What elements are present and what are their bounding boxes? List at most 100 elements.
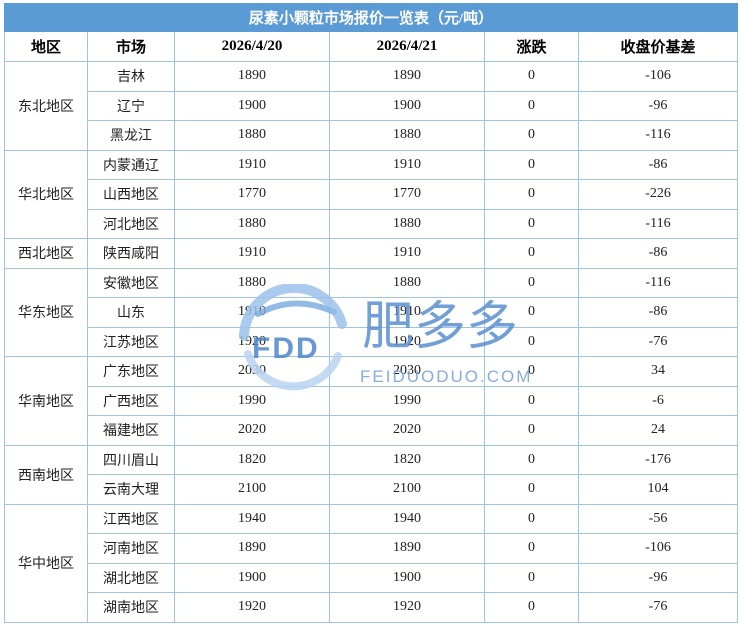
basis-cell: -106 [577, 533, 739, 564]
table-row: 华北地区 内蒙通辽 1910 1910 0 -86 [4, 149, 739, 239]
basis-cell: -116 [577, 208, 739, 239]
price-date-1-cell: 1900 [174, 562, 330, 593]
market-cell: 江苏地区 [87, 326, 175, 357]
basis-cell: 24 [577, 415, 739, 446]
basis-cell: -76 [577, 326, 739, 357]
change-cell: 0 [484, 297, 579, 328]
price-date-1-cell: 2030 [174, 356, 330, 387]
price-date-1-cell: 1880 [174, 267, 330, 298]
basis-cell: -106 [577, 61, 739, 92]
price-date-2-cell: 1940 [329, 503, 485, 534]
market-cell: 云南大理 [87, 474, 175, 505]
price-date-1-cell: 1910 [174, 238, 330, 269]
price-date-2-cell: 1910 [329, 297, 485, 328]
table-row: 湖南地区 1920 1920 0 -76 [5, 592, 739, 623]
table-title-row: 尿素小颗粒市场报价一览表（元/吨） [3, 3, 739, 32]
change-cell: 0 [484, 120, 579, 151]
basis-cell: -116 [577, 267, 739, 298]
change-cell: 0 [484, 149, 579, 180]
price-date-1-cell: 1910 [174, 149, 330, 180]
price-date-2-cell: 1820 [329, 444, 485, 475]
basis-cell: -86 [577, 297, 739, 328]
price-date-1-cell: 1890 [174, 533, 330, 564]
header-basis: 收盘价基差 [577, 31, 739, 62]
market-cell: 河北地区 [87, 208, 175, 239]
change-cell: 0 [484, 415, 579, 446]
table-row: 山东 1910 1910 0 -86 [5, 297, 739, 328]
price-date-2-cell: 1920 [329, 592, 485, 623]
table-row: 福建地区 2020 2020 0 24 [5, 415, 739, 446]
price-date-2-cell: 1920 [329, 326, 485, 357]
price-date-2-cell: 1890 [329, 61, 485, 92]
change-cell: 0 [484, 385, 579, 416]
basis-cell: 34 [577, 356, 739, 387]
market-cell: 湖北地区 [87, 562, 175, 593]
market-cell: 黑龙江 [87, 120, 175, 151]
price-date-2-cell: 1880 [329, 120, 485, 151]
basis-cell: -6 [577, 385, 739, 416]
region-cell: 华北地区 [4, 149, 88, 239]
price-date-1-cell: 1770 [174, 179, 330, 210]
change-cell: 0 [484, 208, 579, 239]
change-cell: 0 [484, 356, 579, 387]
change-cell: 0 [484, 267, 579, 298]
price-table: 尿素小颗粒市场报价一览表（元/吨） 地区 市场 2026/4/20 2026/4… [3, 3, 739, 623]
change-cell: 0 [484, 592, 579, 623]
basis-cell: 104 [577, 474, 739, 505]
price-date-1-cell: 1900 [174, 90, 330, 121]
market-cell: 山东 [87, 297, 175, 328]
basis-cell: -86 [577, 149, 739, 180]
change-cell: 0 [484, 90, 579, 121]
change-cell: 0 [484, 533, 579, 564]
price-date-2-cell: 1910 [329, 149, 485, 180]
region-cell: 华中地区 [4, 503, 88, 623]
market-cell: 河南地区 [87, 533, 175, 564]
table-row: 华南地区 广东地区 2030 2030 0 34 [4, 356, 739, 446]
price-date-2-cell: 1880 [329, 267, 485, 298]
region-cell: 华南地区 [4, 356, 88, 446]
change-cell: 0 [484, 61, 579, 92]
price-date-1-cell: 1990 [174, 385, 330, 416]
price-date-2-cell: 2030 [329, 356, 485, 387]
change-cell: 0 [484, 474, 579, 505]
header-date-2: 2026/4/21 [329, 31, 485, 62]
price-date-2-cell: 1990 [329, 385, 485, 416]
table-row: 华东地区 安徽地区 1880 1880 0 -116 [4, 267, 739, 357]
market-cell: 湖南地区 [87, 592, 175, 623]
price-date-2-cell: 1910 [329, 238, 485, 269]
price-date-2-cell: 1880 [329, 208, 485, 239]
header-date-1: 2026/4/20 [174, 31, 330, 62]
market-cell: 江西地区 [87, 503, 175, 534]
table-row: 江苏地区 1920 1920 0 -76 [5, 326, 739, 357]
market-cell: 广西地区 [87, 385, 175, 416]
basis-cell: -176 [577, 444, 739, 475]
table-row: 东北地区 吉林 1890 1890 0 -106 [4, 61, 739, 151]
table-header-row: 地区 市场 2026/4/20 2026/4/21 涨跌 收盘价基差 [4, 31, 739, 62]
market-cell: 安徽地区 [87, 267, 175, 298]
price-date-1-cell: 1920 [174, 592, 330, 623]
region-cell: 东北地区 [4, 61, 88, 151]
basis-cell: -116 [577, 120, 739, 151]
region-cell: 华东地区 [4, 267, 88, 357]
change-cell: 0 [484, 326, 579, 357]
price-date-1-cell: 1880 [174, 208, 330, 239]
price-date-2-cell: 1900 [329, 562, 485, 593]
table-row: 云南大理 2100 2100 0 104 [5, 474, 739, 505]
table-row: 河南地区 1890 1890 0 -106 [5, 533, 739, 564]
market-cell: 内蒙通辽 [87, 149, 175, 180]
price-date-1-cell: 1890 [174, 61, 330, 92]
table-row: 辽宁 1900 1900 0 -96 [5, 90, 739, 121]
header-region: 地区 [4, 31, 88, 62]
table-row: 广西地区 1990 1990 0 -6 [5, 385, 739, 416]
price-date-2-cell: 1770 [329, 179, 485, 210]
market-cell: 陕西咸阳 [87, 238, 175, 269]
market-cell: 广东地区 [87, 356, 175, 387]
price-date-2-cell: 1890 [329, 533, 485, 564]
price-date-1-cell: 1880 [174, 120, 330, 151]
table-row: 湖北地区 1900 1900 0 -96 [5, 562, 739, 593]
basis-cell: -226 [577, 179, 739, 210]
basis-cell: -76 [577, 592, 739, 623]
basis-cell: -56 [577, 503, 739, 534]
price-date-2-cell: 2020 [329, 415, 485, 446]
basis-cell: -96 [577, 90, 739, 121]
